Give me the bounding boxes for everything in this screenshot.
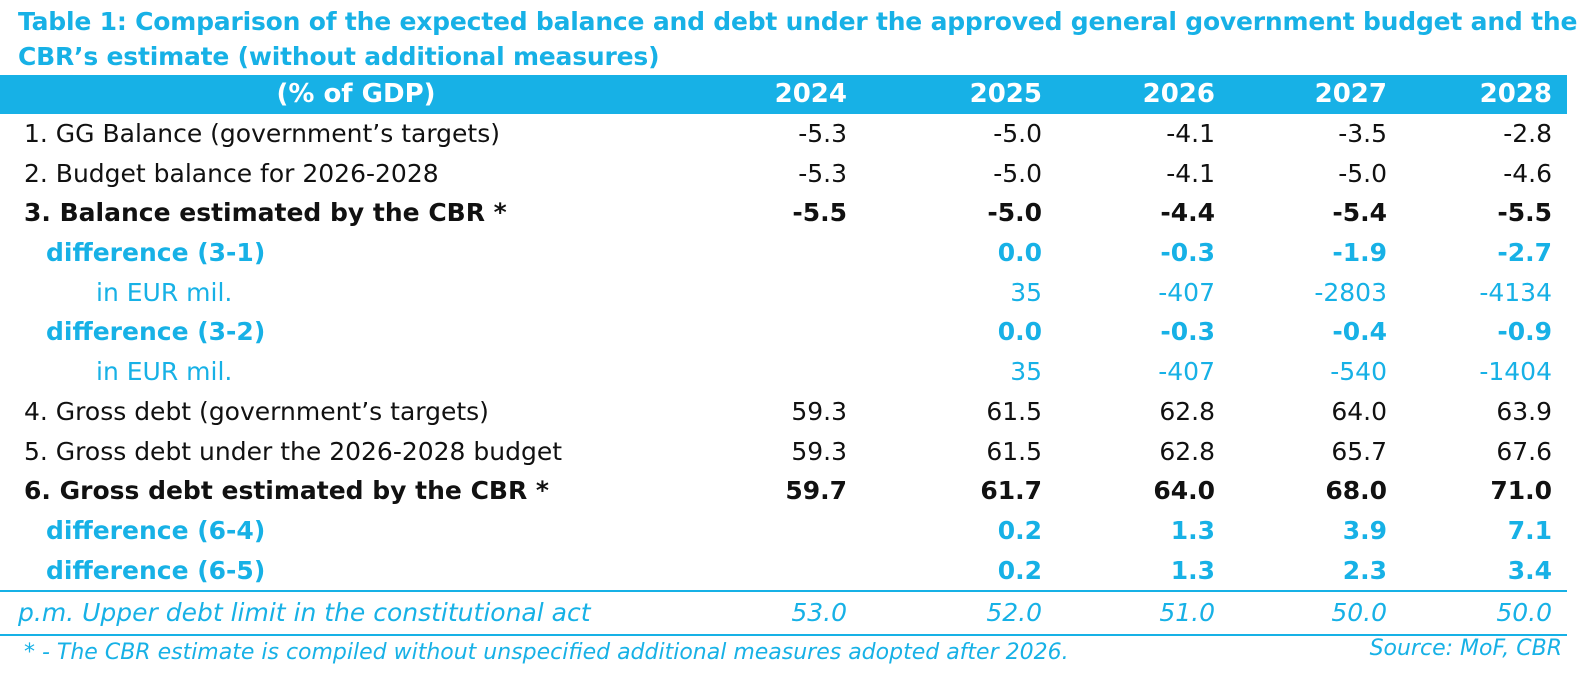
cell-2026: -4.4: [1160, 198, 1215, 228]
cell-2028: 3.4: [1507, 555, 1552, 585]
cell-2025: -5.0: [993, 119, 1042, 148]
cell-2026: 1.3: [1170, 515, 1215, 545]
table-row: difference (6-5) 0.2 1.3 2.3 3.4: [0, 551, 1567, 591]
row-label: 3. Balance estimated by the CBR *: [24, 198, 507, 228]
cell-2025: 52.0: [986, 598, 1042, 627]
footnote: * - The CBR estimate is compiled without…: [24, 640, 1069, 665]
table-title: Table 1: Comparison of the expected bala…: [18, 4, 1577, 74]
cell-2027: -540: [1330, 357, 1387, 387]
cell-2025: 61.5: [986, 436, 1042, 466]
cell-2027: 68.0: [1325, 476, 1387, 506]
cell-2027: 2.3: [1342, 555, 1387, 585]
cell-2025: 61.7: [980, 476, 1042, 506]
cell-2027: 65.7: [1331, 436, 1387, 466]
table-row: difference (3-2) 0.0 -0.3 -0.4 -0.9: [0, 312, 1567, 352]
cell-2028: 71.0: [1490, 476, 1552, 506]
header-unit-label: (% of GDP): [276, 79, 436, 109]
cell-2028: -2.8: [1503, 119, 1552, 148]
cell-2028: -1404: [1479, 357, 1552, 387]
cell-2028: -4134: [1479, 277, 1552, 307]
table-body: 1. GG Balance (government’s targets) -5.…: [0, 114, 1567, 590]
row-label: 5. Gross debt under the 2026-2028 budget: [24, 436, 563, 466]
table-title-line-2: CBR’s estimate (without additional measu…: [18, 42, 660, 71]
row-label: in EUR mil.: [96, 277, 233, 307]
cell-2025: 35: [1010, 277, 1042, 307]
row-label: 4. Gross debt (government’s targets): [24, 396, 489, 426]
cell-2028: -2.7: [1497, 238, 1552, 268]
table-row: 4. Gross debt (government’s targets) 59.…: [0, 392, 1567, 432]
cell-2027: -3.5: [1338, 119, 1387, 148]
cell-2025: 0.0: [997, 238, 1042, 268]
cell-2028: -0.9: [1497, 317, 1552, 347]
table-row: 6. Gross debt estimated by the CBR * 59.…: [0, 471, 1567, 511]
header-year-2028: 2028: [1479, 79, 1552, 109]
cell-2026: 62.8: [1159, 396, 1215, 426]
cell-2025: 0.2: [997, 555, 1042, 585]
cell-2024: -5.3: [798, 119, 847, 148]
cell-2028: -4.6: [1503, 158, 1552, 188]
cell-2027: 64.0: [1331, 396, 1387, 426]
cell-2026: 64.0: [1153, 476, 1215, 506]
cell-2024: 59.3: [791, 436, 847, 466]
cell-2025: 0.2: [997, 515, 1042, 545]
cell-2027: -2803: [1314, 277, 1387, 307]
table-row: difference (6-4) 0.2 1.3 3.9 7.1: [0, 511, 1567, 551]
table-header: (% of GDP) 2024 2025 2026 2027 2028: [0, 75, 1567, 114]
table-row: 5. Gross debt under the 2026-2028 budget…: [0, 432, 1567, 472]
cell-2027: 50.0: [1331, 598, 1387, 627]
table-title-line-1: Table 1: Comparison of the expected bala…: [18, 7, 1577, 36]
cell-2027: 3.9: [1342, 515, 1387, 545]
table-row: 2. Budget balance for 2026-2028 -5.3 -5.…: [0, 154, 1567, 194]
cell-2027: -1.9: [1332, 238, 1387, 268]
row-label: difference (6-5): [46, 555, 266, 585]
row-label: 1. GG Balance (government’s targets): [24, 119, 501, 148]
cell-2027: -5.0: [1338, 158, 1387, 188]
cell-2026: -407: [1158, 277, 1215, 307]
cell-2026: -0.3: [1160, 317, 1215, 347]
row-label: 6. Gross debt estimated by the CBR *: [24, 476, 549, 506]
cell-2026: 1.3: [1170, 555, 1215, 585]
cell-2024: 53.0: [791, 598, 847, 627]
cell-2026: -4.1: [1166, 119, 1215, 148]
cell-2027: -0.4: [1332, 317, 1387, 347]
header-year-2025: 2025: [969, 79, 1042, 109]
cell-2025: 35: [1010, 357, 1042, 387]
cell-2028: 63.9: [1496, 396, 1552, 426]
cell-2024: -5.3: [798, 158, 847, 188]
cell-2025: 61.5: [986, 396, 1042, 426]
cell-2028: 50.0: [1496, 598, 1552, 627]
cell-2028: 67.6: [1496, 436, 1552, 466]
cell-2025: 0.0: [997, 317, 1042, 347]
header-year-2024: 2024: [774, 79, 847, 109]
cell-2024: -5.5: [792, 198, 847, 228]
table-row: in EUR mil. 35 -407 -540 -1404: [0, 352, 1567, 392]
source-note: Source: MoF, CBR: [1369, 636, 1562, 661]
cell-2028: 7.1: [1507, 515, 1552, 545]
row-label: difference (3-2): [46, 317, 266, 347]
cell-2025: -5.0: [993, 158, 1042, 188]
cell-2026: -4.1: [1166, 158, 1215, 188]
header-year-2027: 2027: [1314, 79, 1387, 109]
row-label: 2. Budget balance for 2026-2028: [24, 158, 439, 188]
table-row: 1. GG Balance (government’s targets) -5.…: [0, 114, 1567, 154]
cell-2025: -5.0: [987, 198, 1042, 228]
table-row: difference (3-1) 0.0 -0.3 -1.9 -2.7: [0, 233, 1567, 273]
cell-2028: -5.5: [1497, 198, 1552, 228]
row-label: difference (3-1): [46, 238, 266, 268]
memo-row-debt-limit: p.m. Upper debt limit in the constitutio…: [0, 590, 1567, 636]
cell-2024: 59.3: [791, 396, 847, 426]
cell-2024: 59.7: [785, 476, 847, 506]
cell-2026: 62.8: [1159, 436, 1215, 466]
cell-2026: -0.3: [1160, 238, 1215, 268]
header-year-2026: 2026: [1142, 79, 1215, 109]
cell-2026: -407: [1158, 357, 1215, 387]
row-label: in EUR mil.: [96, 357, 233, 387]
row-label: p.m. Upper debt limit in the constitutio…: [18, 598, 591, 627]
row-label: difference (6-4): [46, 515, 266, 545]
table-row: in EUR mil. 35 -407 -2803 -4134: [0, 273, 1567, 313]
table-row: 3. Balance estimated by the CBR * -5.5 -…: [0, 193, 1567, 233]
cell-2027: -5.4: [1332, 198, 1387, 228]
cell-2026: 51.0: [1159, 598, 1215, 627]
